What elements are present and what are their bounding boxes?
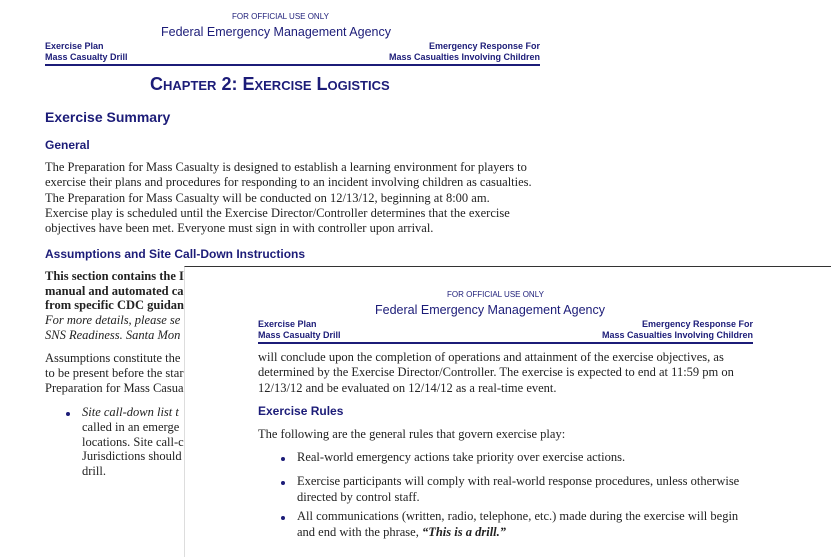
header-rule [45, 64, 540, 66]
general-heading: General [45, 138, 90, 152]
text-line: manual and automated ca [45, 283, 184, 298]
exercise-rules-heading: Exercise Rules [258, 404, 344, 418]
call-down-bullet: Site call-down list t called in an emerg… [82, 405, 184, 479]
header-right-line: Mass Casualties Involving Children [601, 330, 753, 340]
text-line: The Preparation for Mass Casualty is des… [45, 160, 527, 174]
bullet-icon [281, 481, 285, 485]
text-line: For more details, please se [45, 313, 181, 327]
text-line: Preparation for Mass Casua [45, 381, 184, 395]
text-line: SNS Readiness. Santa Mon [45, 328, 181, 342]
header-rule [258, 342, 753, 344]
rule-item: Exercise participants will comply with r… [297, 474, 739, 505]
header-left-line: Mass Casualty Drill [258, 330, 341, 340]
bullet-icon [281, 516, 285, 520]
text-line: called in an emerge [82, 419, 180, 434]
header-left: Exercise Plan Mass Casualty Drill [258, 319, 341, 341]
text-line: Jurisdictions should [82, 449, 182, 464]
rule-item: Real-world emergency actions take priori… [297, 450, 626, 464]
rule-item: All communications (written, radio, tele… [297, 509, 738, 540]
text-line: locations. Site call-c [82, 434, 184, 449]
bullet-icon [281, 457, 285, 461]
assumptions-paragraph: Assumptions constitute the to be present… [45, 351, 184, 396]
text-line: Exercise play is scheduled until the Exe… [45, 205, 510, 220]
text-line: and end with the phrase, [297, 524, 422, 539]
text-line: Site call-down list t [82, 405, 179, 419]
drill-phrase: “This is a drill.” [421, 524, 507, 539]
header-right: Emergency Response For Mass Casualties I… [602, 319, 753, 341]
text-line: 12/13/12 and be evaluated on 12/14/12 as… [258, 380, 557, 395]
header-left-line: Exercise Plan [45, 41, 104, 51]
agency-name: Federal Emergency Management Agency [161, 25, 391, 39]
text-line: objectives have been met. Everyone must … [45, 221, 434, 236]
text-line: drill. [82, 464, 106, 479]
header-left-line: Mass Casualty Drill [45, 52, 128, 62]
header-left: Exercise Plan Mass Casualty Drill [45, 41, 128, 63]
official-use-label: FOR OFFICIAL USE ONLY [232, 12, 329, 21]
rules-intro: The following are the general rules that… [258, 427, 566, 441]
text-line: All communications (written, radio, tele… [297, 509, 739, 523]
bold-paragraph: This section contains the I manual and a… [45, 269, 184, 313]
header-right: Emergency Response For Mass Casualties I… [389, 41, 540, 63]
intro-paragraph: will conclude upon the completion of ope… [258, 350, 734, 396]
text-line: The Preparation for Mass Casualty will b… [45, 190, 490, 205]
agency-name: Federal Emergency Management Agency [375, 303, 605, 317]
page-2: FOR OFFICIAL USE ONLY Federal Emergency … [184, 266, 831, 557]
header-right-line: Emergency Response For [428, 41, 540, 51]
text-line: Exercise participants will comply with r… [297, 474, 740, 488]
header-right-line: Mass Casualties Involving Children [388, 52, 540, 62]
text-line: This section contains the I [45, 269, 184, 283]
general-paragraph: The Preparation for Mass Casualty is des… [45, 160, 532, 236]
text-line: exercise their plans and procedures for … [45, 175, 532, 190]
italic-note: For more details, please se SNS Readines… [45, 313, 180, 343]
text-line: Assumptions constitute the [45, 351, 181, 365]
text-line: to be present before the star [45, 366, 184, 380]
text-line: determined by the Exercise Director/Cont… [258, 365, 734, 380]
text-line: will conclude upon the completion of ope… [258, 350, 724, 364]
assumptions-heading: Assumptions and Site Call-Down Instructi… [45, 247, 306, 261]
text-line: directed by control staff. [297, 489, 420, 504]
text-line: from specific CDC guidan [45, 298, 185, 313]
header-right-line: Emergency Response For [641, 319, 753, 329]
header-left-line: Exercise Plan [258, 319, 317, 329]
bullet-icon [66, 412, 70, 416]
chapter-title: Chapter 2: Exercise Logistics [150, 74, 390, 94]
section-title: Exercise Summary [45, 109, 171, 125]
official-use-label: FOR OFFICIAL USE ONLY [447, 290, 544, 299]
